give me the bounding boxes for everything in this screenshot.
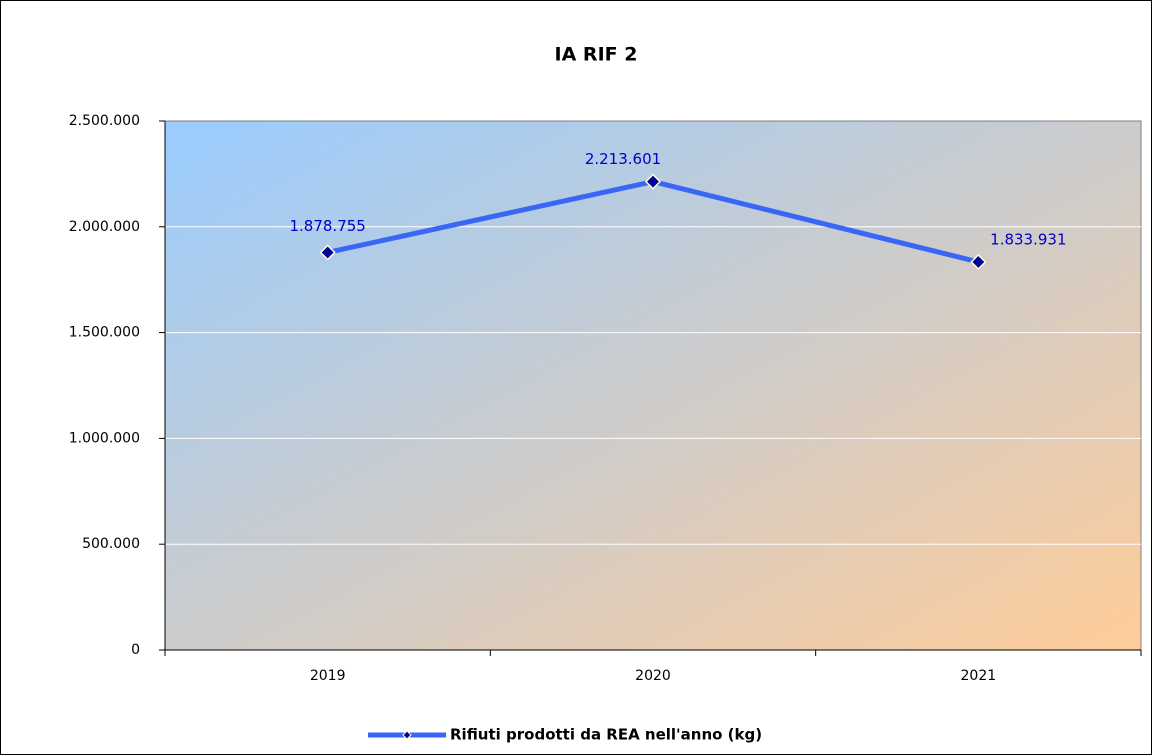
legend-marker (402, 730, 412, 740)
x-tick-label: 2019 (310, 668, 346, 684)
plot-area (164, 120, 1142, 651)
data-label: 2.213.601 (585, 150, 661, 168)
y-tick-label: 1.000.000 (69, 430, 140, 446)
data-point (970, 253, 987, 271)
data-point (319, 244, 336, 261)
y-tick-label: 2.500.000 (69, 113, 140, 129)
y-tick-label: 2.000.000 (69, 219, 140, 235)
x-tick-label: 2021 (961, 668, 997, 684)
data-label: 1.878.755 (289, 217, 365, 235)
y-tick-label: 500.000 (82, 536, 140, 552)
data-label: 1.833.931 (990, 230, 1066, 248)
y-tick-label: 1.500.000 (69, 325, 140, 341)
x-tick-label: 2020 (635, 668, 671, 684)
y-tick-label: 0 (131, 642, 140, 658)
legend-label: Rifiuti prodotti da REA nell'anno (kg) (450, 726, 762, 744)
data-point (644, 173, 662, 190)
chart-title: IA RIF 2 (555, 44, 638, 66)
